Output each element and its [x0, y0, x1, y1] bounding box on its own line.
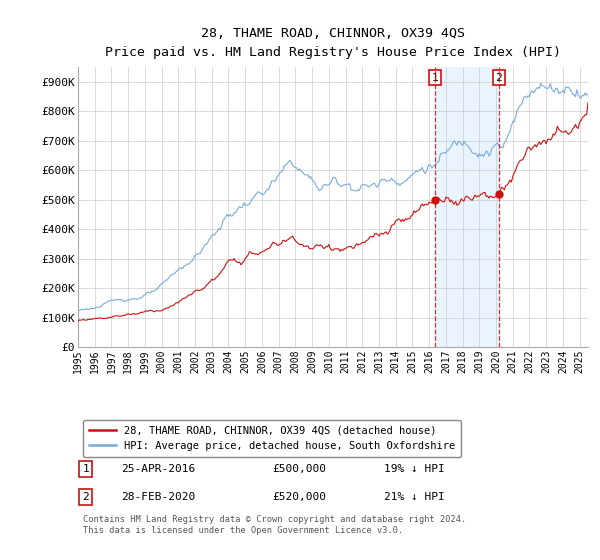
Text: 2: 2	[496, 72, 502, 82]
Text: Contains HM Land Registry data © Crown copyright and database right 2024.
This d: Contains HM Land Registry data © Crown c…	[83, 515, 466, 535]
Text: 25-APR-2016: 25-APR-2016	[121, 464, 196, 474]
Title: 28, THAME ROAD, CHINNOR, OX39 4QS
Price paid vs. HM Land Registry's House Price : 28, THAME ROAD, CHINNOR, OX39 4QS Price …	[105, 27, 561, 59]
Text: £520,000: £520,000	[272, 492, 326, 502]
Text: 19% ↓ HPI: 19% ↓ HPI	[384, 464, 445, 474]
Text: 2: 2	[82, 492, 89, 502]
Text: 28-FEB-2020: 28-FEB-2020	[121, 492, 196, 502]
Bar	[434, 67, 499, 347]
Text: £500,000: £500,000	[272, 464, 326, 474]
Text: 1: 1	[82, 464, 89, 474]
Text: 1: 1	[431, 72, 438, 82]
Text: 21% ↓ HPI: 21% ↓ HPI	[384, 492, 445, 502]
Legend: 28, THAME ROAD, CHINNOR, OX39 4QS (detached house), HPI: Average price, detached: 28, THAME ROAD, CHINNOR, OX39 4QS (detac…	[83, 419, 461, 458]
